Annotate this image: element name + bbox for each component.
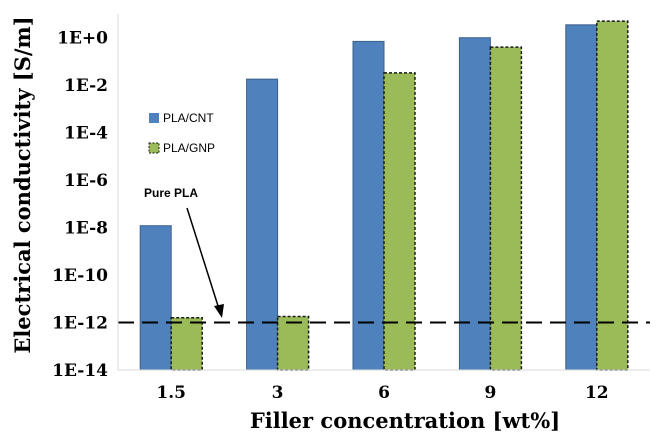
x-tick-label: 6: [378, 383, 390, 403]
bar-pla-gnp-6: [383, 72, 416, 371]
y-tick-label: 1E-10: [52, 266, 108, 286]
x-tick-label: 9: [484, 383, 496, 403]
pure-pla-label: Pure PLA: [144, 186, 198, 200]
bar-pla-gnp-12: [596, 20, 629, 371]
x-tick-label: 3: [272, 383, 284, 403]
bar-pla-cnt-6: [352, 40, 385, 371]
y-tick-label: 1E-8: [64, 219, 108, 239]
legend: PLA/CNT PLA/GNP: [148, 111, 215, 155]
y-tick-label: 1E-2: [64, 76, 108, 96]
y-tick-labels: 1E-14 1E-12 1E-10 1E-8 1E-6 1E-4 1E-2 1E+0: [52, 29, 108, 381]
annotation-arrow-shaft: [186, 207, 220, 310]
y-tick-label: 1E-4: [64, 124, 108, 144]
y-tick-label: 1E-12: [52, 314, 108, 334]
bar-pla-gnp-9: [489, 46, 523, 371]
legend-swatch-pla-gnp: [148, 142, 160, 154]
y-tick-label: 1E+0: [57, 29, 108, 49]
bar-pla-cnt-12: [565, 24, 598, 371]
legend-label-pla-cnt: PLA/CNT: [163, 111, 214, 125]
legend-label-pla-gnp: PLA/GNP: [163, 141, 215, 155]
x-tick-label: 12: [585, 383, 609, 403]
bar-pla-cnt-1-5: [139, 225, 172, 371]
bar-pla-cnt-3: [246, 78, 279, 371]
bar-pla-gnp-1-5: [170, 316, 203, 371]
bar-pla-cnt-9: [458, 37, 491, 371]
y-axis-title: Electrical conductivity [S/m]: [10, 16, 35, 353]
x-tick-label: 1.5: [156, 383, 186, 403]
axes-layer: [117, 14, 650, 371]
y-tick-label: 1E-14: [52, 361, 108, 381]
y-tick-label: 1E-6: [64, 171, 108, 191]
x-tick-labels: 1.5 3 6 9 12: [156, 383, 608, 403]
x-axis-title: Filler concentration [wt%]: [250, 408, 560, 433]
legend-swatch-pla-cnt: [149, 113, 159, 123]
bars-layer: [139, 20, 629, 371]
pure-pla-annotation: Pure PLA: [144, 186, 224, 318]
bar-pla-gnp-3: [276, 315, 310, 371]
annotation-arrow-head: [214, 304, 224, 318]
